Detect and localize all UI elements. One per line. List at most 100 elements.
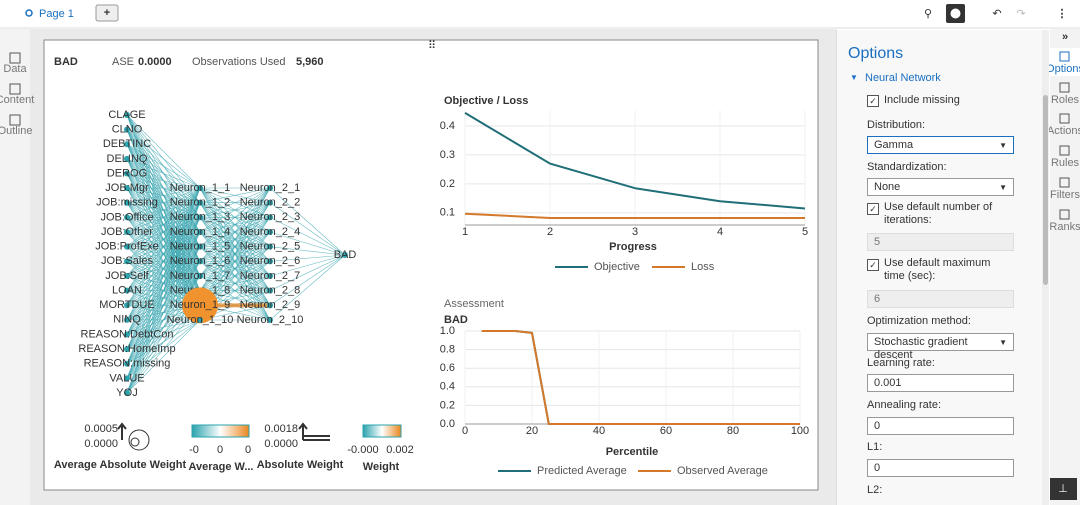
node (197, 199, 203, 206)
node (197, 273, 203, 279)
pin[interactable] (1050, 478, 1077, 500)
node-label: Neuron_2_2 (240, 197, 301, 209)
node (267, 287, 273, 294)
field-label: Optimization method: (867, 315, 971, 327)
node-label: JOB:missing (96, 197, 158, 209)
legend-icon (130, 437, 140, 447)
rail-icon (1059, 145, 1070, 156)
tool-icon[interactable]: ⚲ (924, 8, 932, 20)
node-label: Neuron_2_10 (237, 314, 304, 326)
add-page[interactable] (95, 4, 119, 22)
edge (126, 187, 201, 291)
scroll-thumb[interactable] (1043, 95, 1048, 285)
node-label: LOAN (112, 284, 142, 296)
checkbox[interactable]: ✓ (867, 259, 879, 271)
y-tick-label: 0.2 (440, 399, 455, 411)
input[interactable]: 0 (867, 417, 1014, 435)
rail-icon (1059, 51, 1070, 62)
node (197, 317, 203, 323)
node-label: REASON:missing (84, 358, 171, 370)
edge (126, 144, 201, 189)
edge (269, 231, 346, 256)
node-label: YOJ (116, 387, 137, 399)
checkbox[interactable]: ✓ (867, 203, 879, 215)
field-label: Learning rate: (867, 357, 935, 369)
node-label: JOB:Office (101, 211, 154, 223)
dropdown[interactable]: None (867, 178, 1014, 196)
dropdown[interactable]: Stochastic gradient descent (867, 333, 1014, 361)
rail-label[interactable]: Actions (1047, 125, 1080, 137)
edge (199, 187, 271, 262)
rail-label[interactable]: Content (0, 94, 34, 106)
input: 6 (867, 290, 1014, 308)
y-tick-label: 0.4 (440, 381, 455, 393)
edge (126, 231, 201, 394)
section-title[interactable]: Neural Network (865, 72, 941, 84)
x-axis-label: Progress (609, 241, 657, 253)
node-label: VALUE (109, 372, 144, 384)
field-label: Annealing rate: (867, 399, 941, 411)
drag-handle[interactable]: ⠿ (428, 40, 436, 52)
edge (126, 173, 201, 189)
edge (269, 254, 346, 277)
input[interactable]: 0.001 (867, 374, 1014, 392)
edge (126, 187, 201, 320)
node (124, 302, 130, 309)
field-label: Standardization: (867, 161, 947, 173)
rail-label[interactable]: Ranks (1049, 221, 1080, 233)
network-legends: 0.0005 0.0000 Average Absolute Weight -0… (54, 422, 414, 473)
legend-title: Absolute Weight (257, 459, 344, 471)
node (267, 258, 273, 265)
page-tab[interactable]: Page 1 (39, 8, 74, 20)
series-line (481, 330, 800, 425)
add-page-icon: + (104, 7, 110, 19)
x-tick-label: 60 (660, 425, 672, 437)
rail-label[interactable]: Options (1046, 63, 1080, 75)
input[interactable]: 0 (867, 459, 1014, 477)
menu[interactable]: ⋮ (1057, 8, 1068, 20)
node (267, 214, 273, 221)
dropdown[interactable]: Gamma (867, 136, 1014, 154)
node (124, 243, 130, 250)
x-tick-label: 80 (727, 425, 739, 437)
rail-label[interactable]: Rules (1051, 157, 1080, 169)
legend-label: -0.000 (347, 444, 378, 456)
edge (126, 217, 201, 394)
node-label: Neuron_1_9 (170, 299, 231, 311)
undo[interactable]: ↶ (992, 8, 1001, 20)
rail-label[interactable]: Outline (0, 125, 32, 137)
legend-title: Average Absolute Weight (54, 459, 187, 471)
edge (126, 187, 201, 335)
rail-icon (1059, 209, 1070, 220)
edge (126, 187, 201, 364)
node (124, 316, 130, 323)
rail-label[interactable]: Roles (1051, 94, 1080, 106)
obs-label: Observations Used (192, 56, 286, 68)
collapse[interactable]: » (1062, 31, 1068, 43)
checkbox[interactable]: ✓ (867, 95, 879, 107)
node-label: Neuron_2_8 (240, 285, 301, 297)
y-tick-label: 0.3 (440, 149, 455, 161)
node-label: JOB:Self (105, 270, 149, 282)
node (267, 243, 273, 250)
node-label: JOB:Mgr (105, 182, 149, 194)
x-tick-label: 100 (791, 425, 809, 437)
node-label: Neuron_1_6 (170, 255, 231, 267)
node (124, 141, 130, 148)
node-label: Neuron_1_10 (167, 314, 234, 326)
network: CLAGE CLNO DEBTINC DELINQ DEROG JOB:Mgr JOB:mi… (78, 109, 356, 399)
node (197, 258, 203, 265)
rail-label[interactable]: Filters (1050, 189, 1080, 201)
node (267, 185, 273, 191)
node-label: Neuron_2_1 (240, 182, 301, 194)
rail-label[interactable]: Data (3, 63, 27, 75)
panel-title: Options (848, 45, 904, 62)
edge (126, 319, 201, 394)
node (267, 273, 273, 279)
y-tick-label: 0.2 (440, 178, 455, 190)
redo[interactable]: ↷ (1016, 8, 1025, 20)
section-toggle[interactable]: ▼ (850, 73, 858, 82)
node (197, 243, 203, 250)
x-tick-label: 5 (802, 226, 808, 238)
